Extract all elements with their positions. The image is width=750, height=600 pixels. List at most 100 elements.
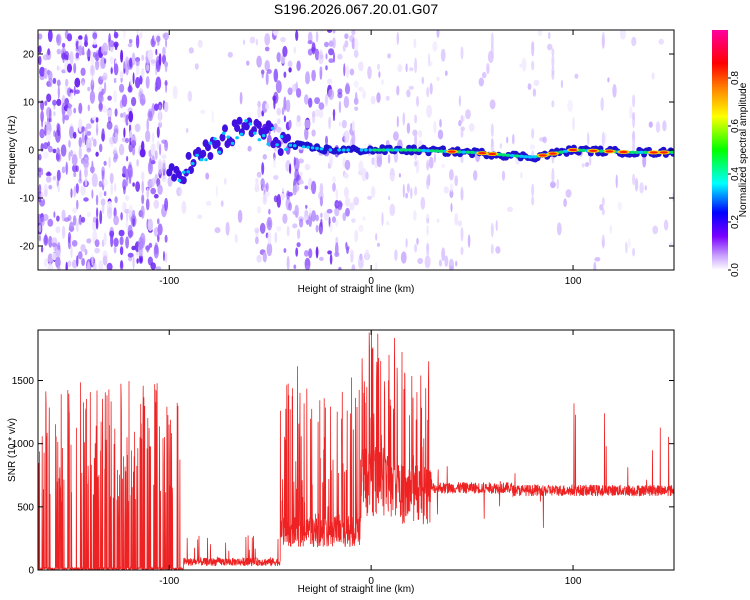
- colorbar: 0.0 0.2 0.4 0.6 0.8 Normalized spectral ampl…: [712, 30, 749, 277]
- spectrogram-ridge-core: [389, 148, 396, 152]
- spectrogram-cell: [440, 48, 446, 62]
- spectrogram-cell: [551, 66, 555, 76]
- spectrogram-cell: [320, 218, 323, 228]
- spectrogram-cell: [315, 224, 319, 233]
- spectrogram-cell: [520, 172, 523, 179]
- spectrogram-cell: [370, 95, 376, 105]
- spectrogram-cell: [103, 191, 107, 197]
- spectrogram-cell: [75, 221, 79, 231]
- spectrogram-cell: [296, 228, 301, 240]
- spectrogram-ridge-core: [239, 132, 244, 136]
- spectrogram-ridge-core: [341, 148, 346, 152]
- spectrogram-cell: [72, 215, 77, 226]
- spectrogram-cell: [45, 175, 52, 183]
- spectrogram-cell: [61, 42, 66, 48]
- spectrogram-ridge-core: [253, 131, 257, 135]
- spectrogram-ridge-core: [465, 150, 472, 154]
- snr-frame: [37, 329, 675, 571]
- spectrogram-cell: [332, 37, 336, 49]
- spectrogram-ridge-core: [226, 135, 230, 139]
- spectrogram-ridge-core: [522, 155, 529, 159]
- chart-title: S196.2026.067.20.01.G07: [274, 1, 438, 17]
- spectrogram-cell: [80, 244, 86, 252]
- spectrogram-cell: [122, 111, 126, 119]
- spectrogram-cell: [119, 83, 125, 93]
- spectrogram-cell: [490, 123, 494, 137]
- spectrogram-cell: [337, 53, 343, 60]
- spectrogram-cell: [662, 120, 667, 132]
- spectrogram-cell: [414, 186, 418, 196]
- spectrogram-ridge-core: [248, 122, 253, 126]
- spectrogram-ridge-cell: [185, 151, 192, 160]
- spectrogram-cell: [295, 30, 299, 41]
- spectrogram-ridge-core: [222, 131, 226, 135]
- spectrogram-cell: [426, 244, 430, 257]
- spectrogram-cell: [57, 85, 60, 99]
- spectrogram-cell: [125, 195, 130, 202]
- spectrogram-cell: [354, 229, 359, 243]
- spectrogram-cell: [38, 170, 42, 179]
- spectrogram-cell: [444, 255, 449, 267]
- spectrogram-ridge-cell: [285, 133, 291, 142]
- spectrogram-cell: [74, 89, 80, 95]
- spectrogram-cell: [410, 187, 413, 199]
- spectrogram-cell: [332, 182, 336, 192]
- spectrogram-y-tick-label: 0: [28, 146, 34, 157]
- spectrogram-cell: [106, 262, 113, 270]
- spectrogram-cell: [320, 212, 323, 218]
- spectrogram-cell: [414, 131, 418, 147]
- spectrogram-cell: [389, 203, 396, 217]
- spectrogram-cell: [397, 64, 403, 73]
- spectrogram-cell: [334, 206, 340, 217]
- spectrogram-ridge-core: [182, 170, 186, 174]
- spectrogram-cell: [257, 107, 261, 117]
- spectrogram-ridge-core: [244, 119, 248, 123]
- spectrogram-cell: [120, 112, 124, 118]
- spectrogram-cell: [92, 32, 98, 40]
- spectrogram-ridge: [166, 116, 674, 185]
- spectrogram-cell: [490, 222, 494, 238]
- spectrogram-cell: [332, 108, 336, 119]
- spectrogram-cell: [349, 250, 355, 255]
- spectrogram-cell: [57, 266, 61, 270]
- spectrogram-cell: [234, 234, 238, 243]
- spectrogram-cell: [261, 162, 265, 175]
- spectrogram-cell: [648, 121, 653, 128]
- spectrogram-cell: [158, 110, 162, 124]
- spectrogram-cell: [387, 53, 391, 59]
- spectrogram-cell: [80, 185, 86, 196]
- spectrogram-cell: [632, 130, 636, 147]
- spectrogram-cell: [43, 213, 49, 222]
- spectrogram-cell: [304, 127, 309, 141]
- spectrogram-cell: [61, 225, 66, 239]
- spectrogram-cell: [550, 181, 556, 189]
- spectrogram-cell: [70, 92, 73, 97]
- spectrogram-cell: [551, 167, 555, 184]
- spectrogram-cell: [165, 38, 168, 48]
- spectrogram-cell: [80, 67, 86, 77]
- spectrogram-cell: [551, 100, 555, 108]
- spectrogram-cell: [132, 72, 135, 85]
- spectrogram-cell: [402, 112, 406, 126]
- spectrogram-cell: [106, 109, 113, 118]
- spectrogram-cell: [38, 184, 42, 194]
- spectrogram-cell: [658, 38, 664, 45]
- spectrogram-cell: [441, 163, 445, 168]
- spectrogram-cell: [563, 198, 567, 208]
- spectrogram-cell: [305, 204, 308, 209]
- spectrogram-cell: [146, 118, 149, 132]
- spectrogram-cell: [127, 252, 134, 258]
- spectrogram-cell: [413, 38, 417, 49]
- spectrogram-cell: [365, 171, 369, 180]
- spectrogram-cell: [158, 161, 162, 175]
- spectrogram-cell: [157, 223, 163, 236]
- spectrogram-cell: [70, 149, 73, 157]
- spectrogram-cell: [424, 255, 431, 269]
- spectrogram-cell: [417, 257, 424, 265]
- spectrogram-cell: [308, 213, 313, 227]
- spectrogram-cell: [52, 77, 57, 84]
- spectrogram-cell: [311, 69, 316, 82]
- spectrogram-cell: [642, 154, 647, 168]
- spectrogram-cell: [53, 130, 56, 138]
